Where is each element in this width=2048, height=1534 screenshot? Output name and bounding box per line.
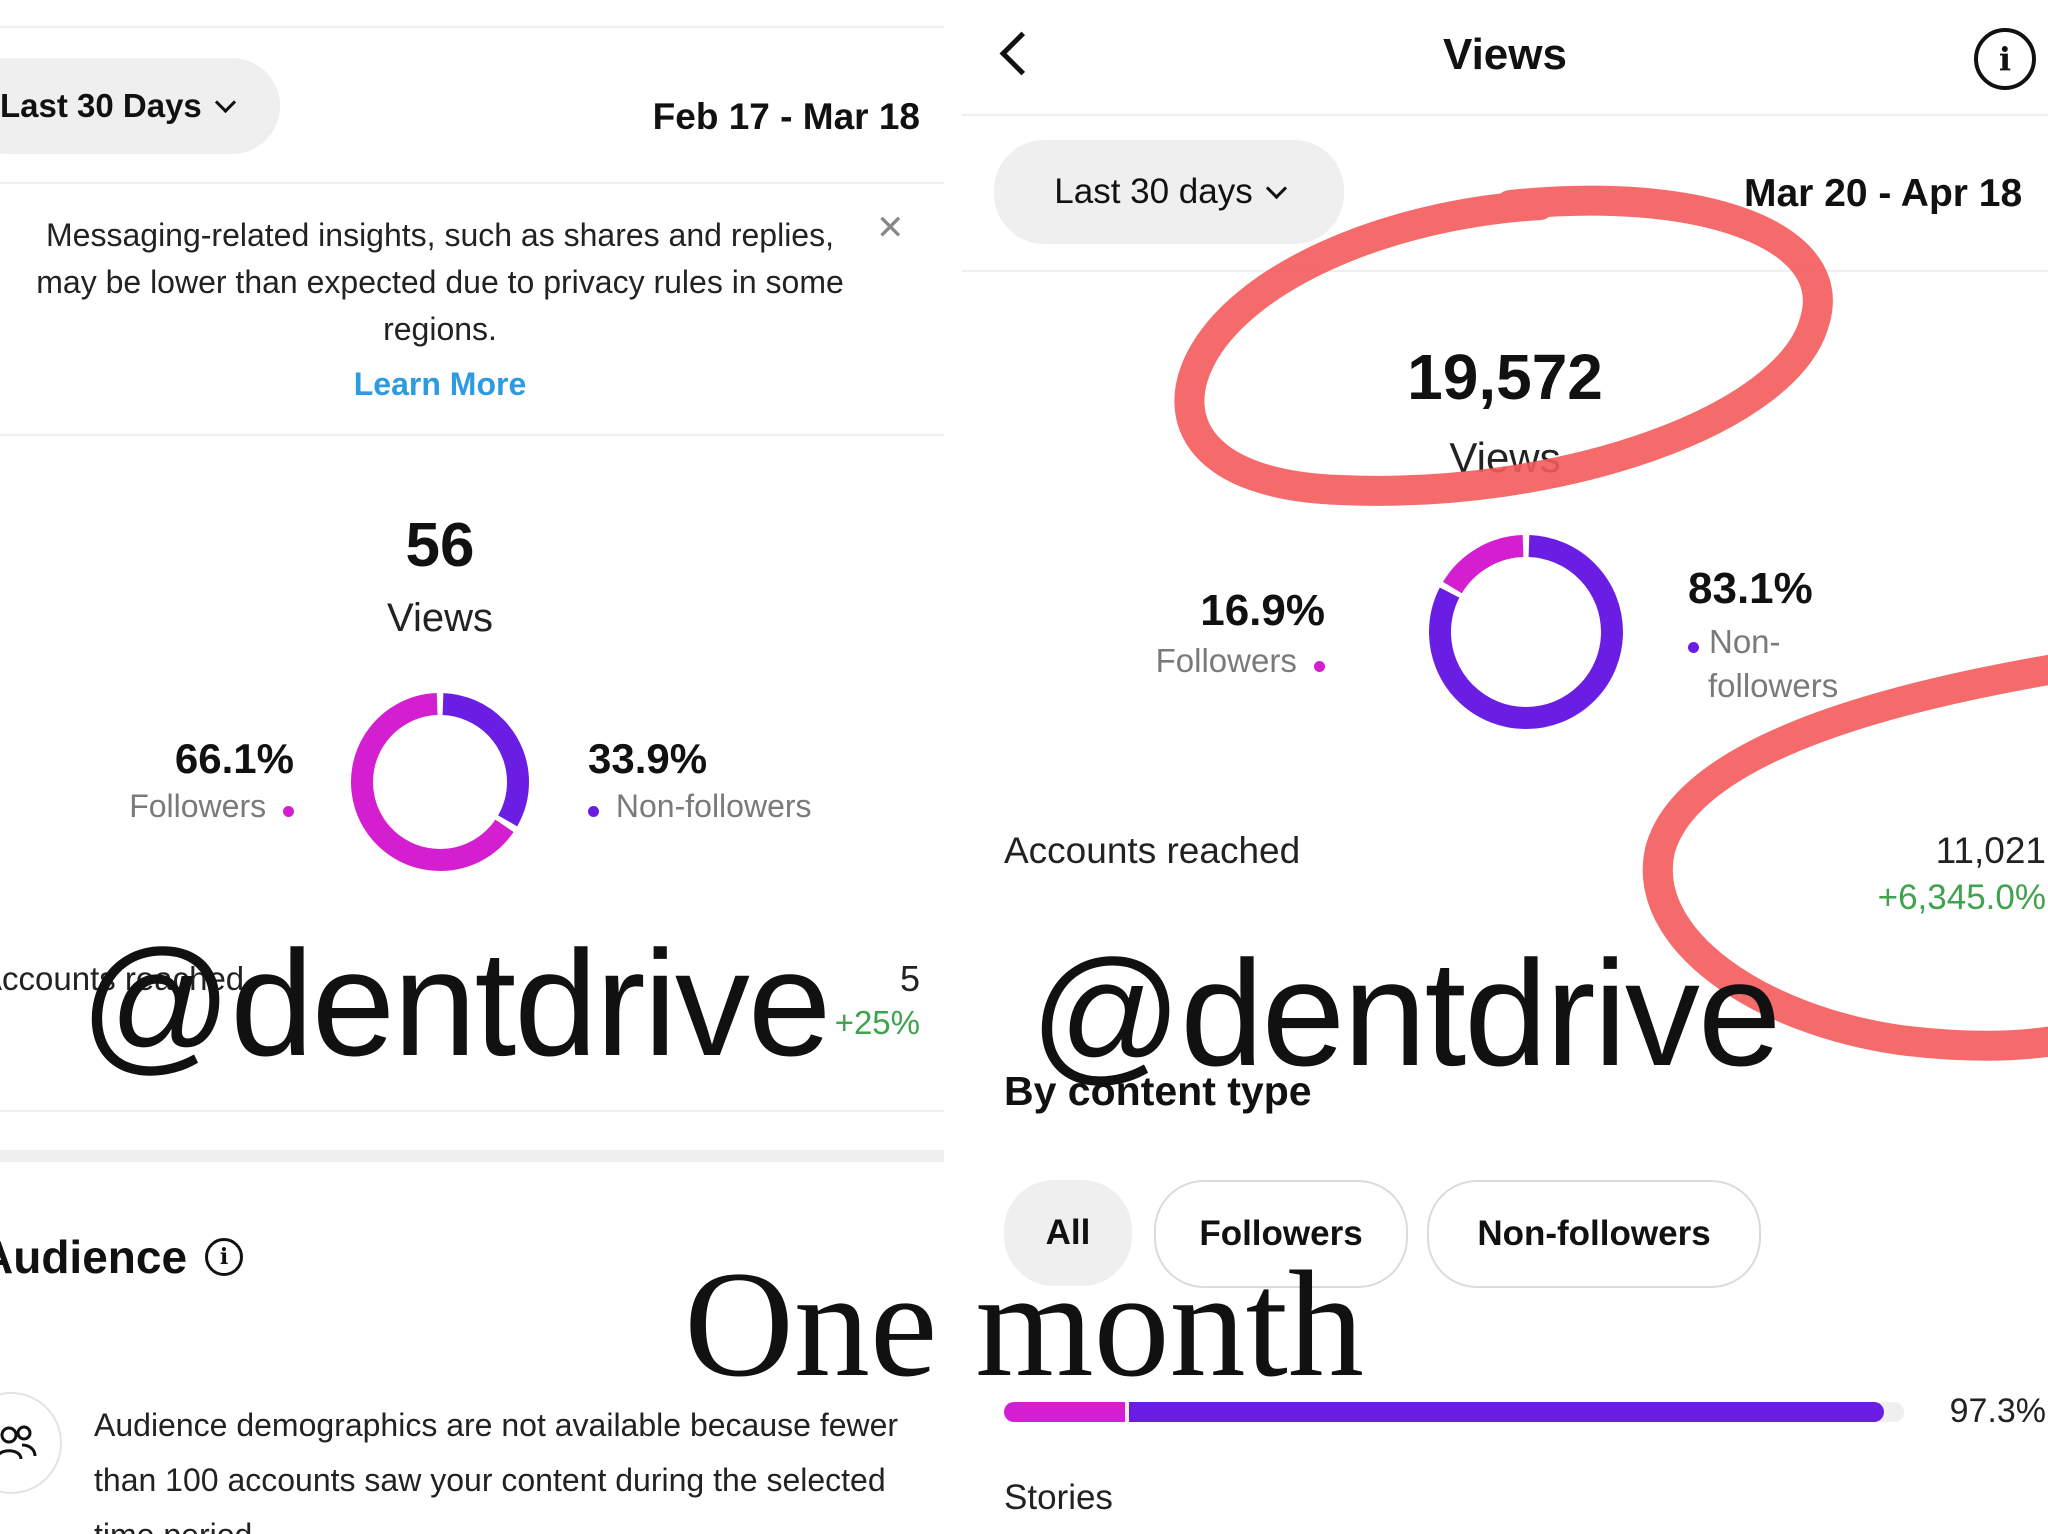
- followers-legend: Followers: [129, 788, 294, 825]
- donut-non-followers-segment: [1429, 535, 1623, 729]
- divider: [962, 114, 2048, 116]
- learn-more-link[interactable]: Learn More: [353, 366, 527, 402]
- range-selector-label: Last 30 days: [1054, 172, 1253, 211]
- views-count: 56: [405, 511, 475, 580]
- filter-all-chip[interactable]: All: [1004, 1180, 1132, 1286]
- bar-non-followers-segment: [1128, 1402, 1884, 1422]
- content-type-bar-track: [1004, 1402, 1904, 1422]
- audience-heading: Audience i: [0, 1230, 244, 1284]
- range-selector[interactable]: Last 30 Days: [0, 58, 280, 154]
- privacy-notice-text: Messaging-related insights, such as shar…: [36, 217, 844, 347]
- non-followers-percent: 83.1%: [1688, 564, 1813, 613]
- bar-followers-segment: [1004, 1402, 1125, 1422]
- date-range: Feb 17 - Mar 18: [652, 96, 920, 137]
- range-selector[interactable]: Last 30 days: [994, 140, 1344, 244]
- section-separator: [0, 1150, 944, 1162]
- audience-title: Audience: [0, 1231, 188, 1283]
- date-range: Mar 20 - Apr 18: [1744, 172, 2023, 215]
- followers-label: Followers: [129, 788, 267, 824]
- watermark-right: @dentdrive: [1030, 929, 1781, 1097]
- right-donut-chart: [1429, 535, 1623, 729]
- range-selector-label: Last 30 Days: [0, 87, 202, 124]
- views-label: Views: [1449, 434, 1561, 481]
- top-divider: [0, 26, 944, 28]
- content-type-title: By content type: [1004, 1068, 1312, 1114]
- followers-label: Followers: [1155, 642, 1297, 679]
- followers-percent: 66.1%: [174, 735, 294, 782]
- non-followers-label: Non-followers: [615, 788, 812, 824]
- filter-followers-label: Followers: [1199, 1214, 1363, 1253]
- followers-percent: 16.9%: [1200, 586, 1325, 635]
- watermark-left: @dentdrive: [80, 919, 831, 1087]
- filter-non-followers-chip[interactable]: Non-followers: [1427, 1180, 1761, 1288]
- non-followers-label-line1: Non-: [1709, 623, 1781, 660]
- info-icon[interactable]: i: [1974, 28, 2036, 90]
- divider: [962, 270, 2048, 272]
- left-donut-chart: [351, 693, 529, 871]
- accounts-reached-value: 5: [899, 958, 920, 999]
- left-insights-panel: Last 30 Days Feb 17 - Mar 18 Messaging-r…: [0, 0, 944, 1534]
- non-followers-legend: Non- followers: [1688, 620, 1838, 708]
- non-followers-dot: [1688, 642, 1699, 653]
- close-icon[interactable]: ✕: [876, 209, 905, 247]
- non-followers-label-line2: followers: [1708, 667, 1839, 704]
- info-icon[interactable]: i: [205, 1238, 244, 1276]
- content-type-percent: 97.3%: [1949, 1392, 2046, 1430]
- people-icon: [0, 1392, 62, 1494]
- non-followers-percent: 33.9%: [588, 735, 708, 782]
- divider: [0, 182, 944, 184]
- followers-dot: [283, 806, 294, 817]
- followers-legend: Followers: [1156, 642, 1325, 680]
- non-followers-dot: [588, 806, 599, 817]
- people-icon-glyph: [0, 1425, 37, 1460]
- back-arrow-icon[interactable]: [999, 31, 1044, 76]
- divider: [0, 434, 944, 436]
- filter-non-followers-label: Non-followers: [1477, 1214, 1711, 1253]
- accounts-reached-label: Accounts reached: [0, 960, 245, 997]
- filter-followers-chip[interactable]: Followers: [1154, 1180, 1408, 1288]
- followers-dot: [1314, 661, 1325, 672]
- accounts-reached-value: 11,021: [1935, 830, 2046, 871]
- chevron-down-icon: [1265, 177, 1287, 199]
- donut-followers-segment: [351, 693, 529, 871]
- stories-label: Stories: [1004, 1478, 1113, 1517]
- views-label: Views: [387, 596, 493, 640]
- non-followers-legend: Non-followers: [588, 788, 812, 825]
- chevron-down-icon: [214, 91, 236, 113]
- donut-non-followers-segment: [351, 693, 529, 871]
- accounts-reached-change: +25%: [834, 1004, 920, 1041]
- accounts-reached-change: +6,345.0%: [1877, 878, 2046, 917]
- donut-followers-segment: [1429, 535, 1623, 729]
- audience-notice-text: Audience demographics are not available …: [94, 1407, 899, 1534]
- filter-all-label: All: [1045, 1213, 1091, 1252]
- accounts-reached-label: Accounts reached: [1004, 830, 1301, 871]
- header-title: Views: [1443, 30, 1567, 79]
- divider: [0, 1110, 944, 1112]
- overlay-caption: One month: [684, 1240, 1364, 1408]
- views-count: 19,572: [1407, 341, 1603, 413]
- panel-gap: [944, 0, 962, 1534]
